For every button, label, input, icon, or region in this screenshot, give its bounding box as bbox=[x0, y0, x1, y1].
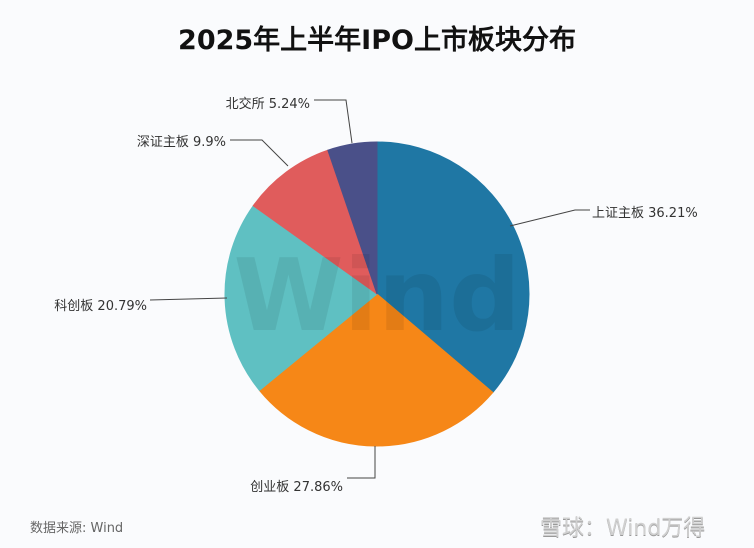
leader-line bbox=[347, 446, 376, 479]
pie-slice-3 bbox=[224, 205, 378, 392]
slice-label: 科创板 20.79% bbox=[54, 299, 147, 314]
leader-line bbox=[230, 139, 289, 167]
slice-label: 北交所 5.24% bbox=[226, 96, 310, 112]
slice-label: 创业板 27.86% bbox=[250, 480, 343, 495]
watermark: Wind bbox=[233, 237, 520, 354]
pie-slice-1 bbox=[376, 141, 530, 394]
pie-slice-4 bbox=[252, 149, 378, 296]
pie-slice-5 bbox=[327, 141, 378, 295]
pie-slice-2 bbox=[258, 293, 494, 447]
leader-line bbox=[149, 297, 228, 301]
brand-watermark: 雪球：Wind万得 bbox=[540, 516, 706, 541]
chart-title: 2025年上半年IPO上市板块分布 bbox=[178, 25, 576, 56]
slice-label: 深证主板 9.9% bbox=[137, 135, 226, 150]
leader-line bbox=[314, 99, 353, 144]
leader-line bbox=[509, 209, 590, 227]
source-note: 数据来源: Wind bbox=[30, 521, 124, 536]
slice-label: 上证主板 36.21% bbox=[592, 206, 698, 221]
